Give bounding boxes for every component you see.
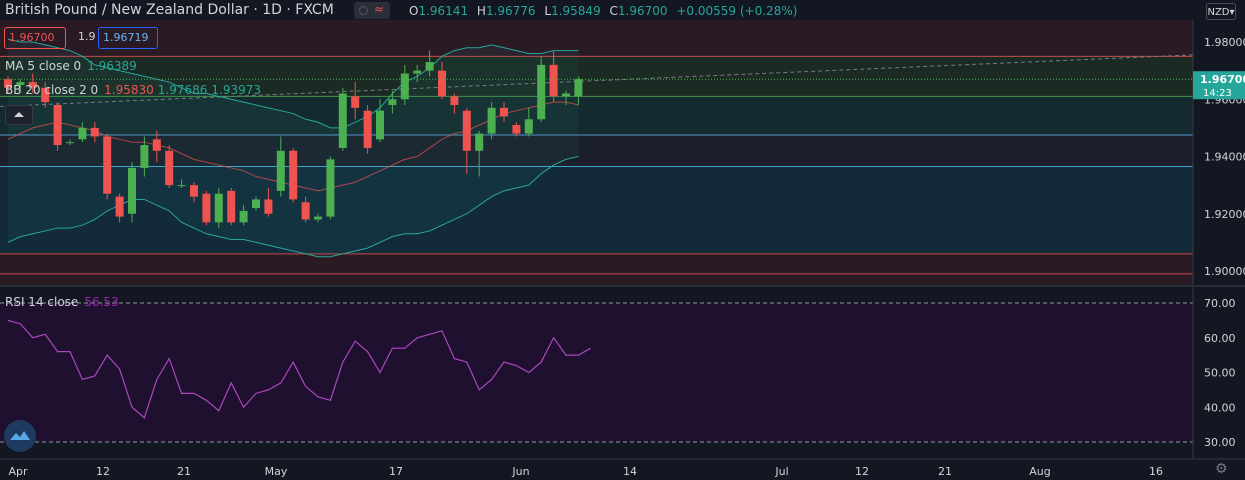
candle-body	[462, 110, 471, 151]
time-tick-label: Apr	[8, 465, 28, 478]
candle-body	[214, 193, 223, 223]
bb-lower-line	[7, 156, 579, 258]
price-tick-label: 1.98000	[1204, 36, 1245, 49]
candle-body	[190, 185, 198, 197]
time-tick-label: 16	[1149, 465, 1163, 478]
candle-body	[475, 133, 484, 151]
candle-body	[165, 150, 174, 186]
time-tick-label: 21	[177, 465, 191, 478]
candle-body	[363, 110, 372, 148]
trend-line	[0, 54, 1194, 107]
candle-body	[500, 107, 508, 117]
candle-body	[28, 82, 37, 88]
ma-legend[interactable]: MA 5 close 0 1.96389	[5, 59, 137, 73]
rsi-tick-label: 60.00	[1204, 332, 1236, 345]
gear-icon[interactable]: ⚙	[1215, 461, 1228, 477]
rsi-tick-label: 50.00	[1204, 367, 1236, 380]
candle-body	[115, 196, 124, 217]
candle-body	[103, 136, 112, 194]
candle-body	[152, 139, 161, 151]
bb-upper-line	[7, 38, 579, 129]
candle-body	[202, 193, 211, 223]
candle-body	[239, 210, 248, 223]
last-price-label: 1.96700	[1200, 73, 1245, 86]
symbol-title[interactable]: British Pound / New Zealand Dollar · 1D …	[5, 2, 334, 18]
circle-icon	[359, 6, 368, 15]
candle-body	[301, 202, 310, 220]
price-tick-label: 1.90000	[1204, 265, 1245, 278]
time-tick-label: 17	[389, 465, 403, 478]
candle-body	[487, 107, 496, 134]
currency-select[interactable]: NZD▾	[1206, 3, 1236, 20]
time-tick-label: 14	[623, 465, 637, 478]
rsi-line	[7, 319, 592, 419]
time-tick-label: 21	[938, 465, 952, 478]
price-tick-label: 1.92000	[1204, 208, 1245, 221]
time-tick-label: May	[265, 465, 288, 478]
candle-body	[413, 70, 422, 74]
candle-body	[128, 167, 136, 214]
last-price-badge	[1193, 71, 1245, 100]
rsi-tick-label: 70.00	[1204, 297, 1236, 310]
time-tick-label: Jun	[511, 465, 529, 478]
price-tick-label: 1.94000	[1204, 151, 1245, 164]
candle-body	[66, 142, 74, 144]
candle-body	[524, 119, 533, 134]
time-tick-label: 12	[96, 465, 110, 478]
candle-body	[227, 190, 236, 223]
candle-body	[326, 159, 335, 217]
sell-button[interactable]: 1.96700	[4, 27, 66, 49]
candle-body	[512, 125, 521, 134]
collapse-legend-button[interactable]	[5, 105, 33, 125]
candle-body	[78, 127, 87, 140]
candle-body	[562, 93, 570, 97]
zone-bottom	[0, 253, 1193, 285]
ohlc-readout: O1.96141 H1.96776 L1.95849 C1.96700 +0.0…	[409, 4, 798, 18]
rsi-tick-label: 30.00	[1204, 436, 1236, 449]
wave-icon: ≈	[374, 2, 385, 16]
candle-body	[338, 93, 347, 148]
candle-body	[41, 87, 50, 103]
zone-top	[0, 20, 1193, 57]
candle-body	[4, 79, 12, 88]
candle-body	[16, 82, 25, 85]
candle-body	[289, 150, 298, 200]
rsi-legend[interactable]: RSI 14 close 56.53	[5, 295, 119, 309]
candle-body	[400, 73, 409, 100]
candle-body	[252, 199, 260, 209]
zone-grey	[0, 135, 1193, 167]
candle-body	[351, 96, 360, 108]
candle-body	[90, 127, 99, 137]
candle-body	[574, 79, 583, 97]
spread-value: 1.9	[78, 30, 96, 43]
buy-button[interactable]: 1.96719	[98, 27, 158, 49]
tradingview-logo-icon[interactable]	[4, 420, 36, 452]
candle-body	[314, 216, 322, 220]
candle-body	[425, 62, 434, 71]
bb-legend[interactable]: BB 20 close 2 0 1.95830 1.97686 1.93973	[5, 83, 262, 97]
rsi-band	[0, 303, 1193, 442]
candle-body	[177, 185, 186, 187]
time-tick-label: Jul	[774, 465, 788, 478]
time-tick-label: Aug	[1029, 465, 1050, 478]
rsi-tick-label: 40.00	[1204, 401, 1236, 414]
countdown-label: 14:23	[1203, 88, 1232, 99]
candle-body	[537, 64, 546, 120]
time-tick-label: 12	[855, 465, 869, 478]
candle-body	[376, 110, 384, 140]
candle-body	[549, 64, 558, 97]
zone-lower	[0, 166, 1193, 254]
candle-body	[388, 99, 397, 105]
candle-body	[53, 104, 62, 146]
candle-body	[140, 145, 149, 168]
candle-body	[450, 96, 459, 105]
candle-body	[438, 70, 446, 97]
candle-body	[264, 199, 273, 214]
zone-mid	[0, 96, 1193, 136]
chart-style-toggle[interactable]: ≈	[354, 2, 390, 19]
candle-body	[276, 150, 285, 191]
